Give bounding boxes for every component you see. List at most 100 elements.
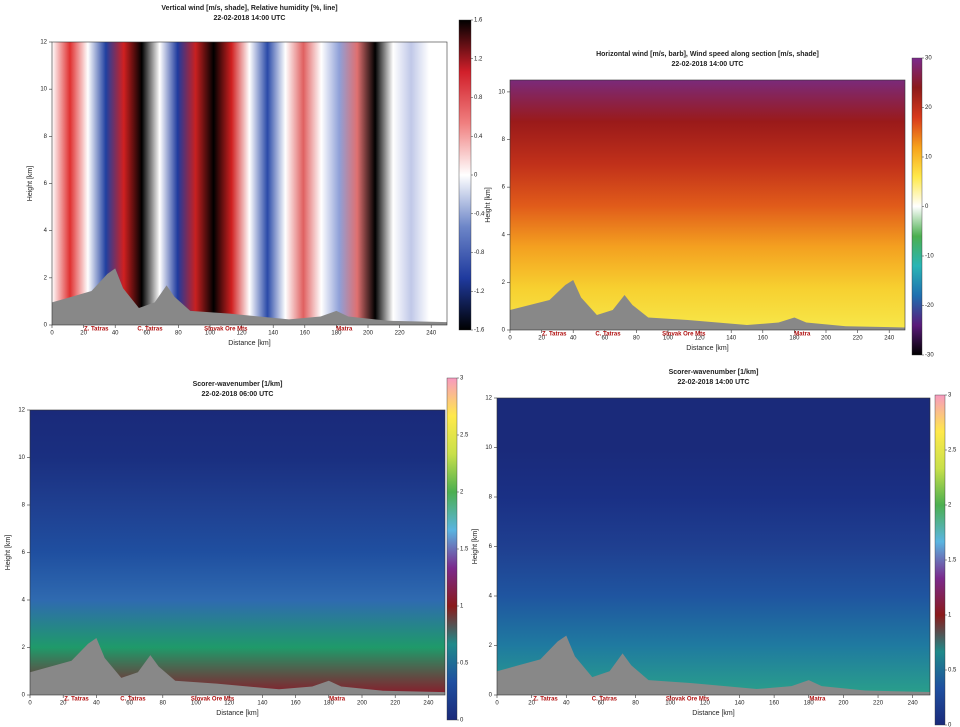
place-label: C. Tatras <box>595 332 621 338</box>
x-tick-label: 200 <box>357 701 368 707</box>
colorbar-tick-label: 1.2 <box>474 56 483 62</box>
place-label: Matra <box>329 697 346 703</box>
y-tick-label: 4 <box>489 594 493 600</box>
x-axis-label: Distance [km] <box>692 710 734 717</box>
y-tick-label: 4 <box>502 232 506 238</box>
x-tick-label: 0 <box>495 701 499 707</box>
y-tick-label: 6 <box>489 544 493 550</box>
colorbar-tick-label: 0 <box>925 204 929 210</box>
x-tick-label: 0 <box>50 331 54 337</box>
x-tick-label: 200 <box>363 331 374 337</box>
x-tick-label: 180 <box>789 336 800 342</box>
x-tick-label: 0 <box>508 336 512 342</box>
y-tick-label: 2 <box>44 275 48 281</box>
y-axis-label: Height [km] <box>472 529 479 564</box>
x-tick-label: 240 <box>426 331 437 337</box>
y-tick-label: 0 <box>22 693 26 699</box>
colorbar-tick-label: 0.8 <box>474 95 483 101</box>
x-tick-label: 20 <box>60 701 67 707</box>
y-tick-label: 10 <box>40 87 47 93</box>
x-tick-label: 140 <box>257 701 268 707</box>
y-tick-label: 6 <box>502 185 506 191</box>
x-tick-label: 80 <box>632 701 639 707</box>
colorbar-tick-label: -1.6 <box>474 328 485 334</box>
colorbar-tick-label: 2.5 <box>460 433 469 439</box>
x-tick-label: 160 <box>758 336 769 342</box>
colorbar-tick-label: -0.8 <box>474 250 485 256</box>
y-tick-label: 0 <box>502 328 506 334</box>
y-tick-label: 2 <box>502 280 506 286</box>
colorbar-tick-label: -10 <box>925 254 934 260</box>
panel-title: Vertical wind [m/s, shade], Relative hum… <box>161 5 337 12</box>
x-tick-label: 120 <box>700 701 711 707</box>
panel-title: Scorer-wavenumber [1/km] <box>193 381 283 388</box>
y-tick-label: 8 <box>44 134 48 140</box>
panel-title: Horizontal wind [m/s, barb], Wind speed … <box>596 51 819 58</box>
colorbar <box>911 57 923 356</box>
y-axis-label: Height [km] <box>5 535 12 570</box>
x-tick-label: 20 <box>80 331 87 337</box>
y-tick-label: 2 <box>489 643 493 649</box>
y-tick-label: 4 <box>44 228 48 234</box>
y-tick-label: 6 <box>44 181 48 187</box>
x-tick-label: 240 <box>423 701 434 707</box>
x-tick-label: 220 <box>395 331 406 337</box>
x-tick-label: 80 <box>159 701 166 707</box>
colorbar-tick-label: 1 <box>460 604 464 610</box>
colorbar-tick-label: 0.5 <box>460 661 469 667</box>
x-tick-label: 180 <box>331 331 342 337</box>
x-tick-label: 40 <box>570 336 577 342</box>
place-label: Z. Tatras <box>84 327 109 333</box>
y-tick-label: 8 <box>489 495 493 501</box>
colorbar-tick-label: 1 <box>948 613 952 619</box>
y-tick-label: 12 <box>485 396 492 402</box>
place-label: C. Tatras <box>137 327 163 333</box>
x-tick-label: 120 <box>695 336 706 342</box>
x-tick-label: 220 <box>853 336 864 342</box>
x-axis-label: Distance [km] <box>686 345 728 352</box>
colorbar-tick-label: 0 <box>474 173 478 179</box>
panel-subtitle: 22-02-2018 14:00 UTC <box>672 61 744 68</box>
x-tick-label: 80 <box>175 331 182 337</box>
colorbar-tick-label: 1.5 <box>948 558 957 564</box>
y-tick-label: 8 <box>22 503 26 509</box>
x-tick-label: 140 <box>268 331 279 337</box>
plot-frame <box>509 79 906 331</box>
colorbar-tick-label: -20 <box>925 303 934 309</box>
x-tick-label: 120 <box>224 701 235 707</box>
x-tick-label: 240 <box>908 701 919 707</box>
terrain <box>510 280 905 330</box>
place-label: Matra <box>336 327 353 333</box>
colorbar <box>446 377 458 721</box>
colorbar-tick-label: 2 <box>460 490 464 496</box>
y-tick-label: 12 <box>40 40 47 46</box>
panel-subtitle: 22-02-2018 14:00 UTC <box>214 15 286 22</box>
x-tick-label: 200 <box>838 701 849 707</box>
colorbar-tick-label: 2 <box>948 503 952 509</box>
colorbar-tick-label: -0.4 <box>474 211 485 217</box>
y-tick-label: 10 <box>18 455 25 461</box>
x-tick-label: 160 <box>300 331 311 337</box>
colorbar-tick-label: 3 <box>460 376 464 382</box>
y-tick-label: 10 <box>498 89 505 95</box>
y-tick-label: 6 <box>22 550 26 556</box>
x-tick-label: 60 <box>143 331 150 337</box>
y-tick-label: 0 <box>489 693 493 699</box>
x-tick-label: 40 <box>93 701 100 707</box>
x-tick-label: 100 <box>205 331 216 337</box>
x-tick-label: 20 <box>528 701 535 707</box>
x-tick-label: 40 <box>563 701 570 707</box>
y-axis-label: Height [km] <box>485 187 492 222</box>
colorbar-tick-label: 0 <box>948 723 952 727</box>
place-label: Matra <box>794 332 811 338</box>
place-label: Z. Tatras <box>542 332 567 338</box>
place-label: Z. Tatras <box>533 697 558 703</box>
colorbar-tick-label: 0 <box>460 718 464 724</box>
x-axis-label: Distance [km] <box>228 340 270 347</box>
x-tick-label: 220 <box>390 701 401 707</box>
x-axis-label: Distance [km] <box>216 710 258 717</box>
x-tick-label: 60 <box>598 701 605 707</box>
x-tick-label: 80 <box>633 336 640 342</box>
x-tick-label: 60 <box>601 336 608 342</box>
